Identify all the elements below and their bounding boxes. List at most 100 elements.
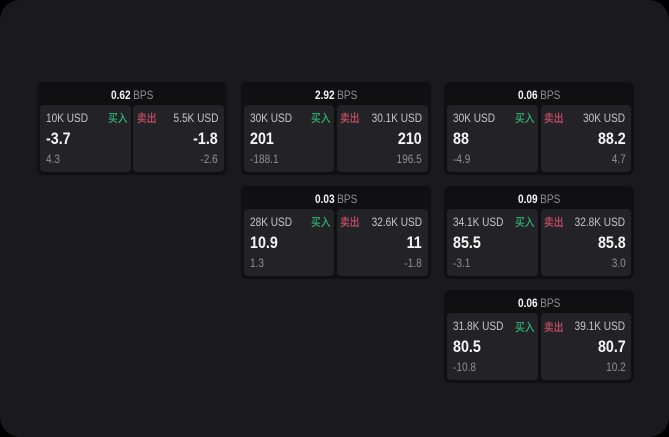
sell-panel-top-row: 卖出 32.6K USD (340, 215, 422, 230)
buy-panel-top-row: 30K USD 买入 (453, 111, 535, 125)
buy-label-glyphs-icon (311, 216, 331, 228)
bps-value: 0.03 (314, 192, 335, 207)
sell-side-label: 卖出 (544, 321, 564, 333)
buy-panel-top-row: 31.8K USD 买入 (453, 319, 535, 334)
quote-panels: 10K USD 买入 -3.7 4.3 卖出 5.5K USD -1.8 -2.… (40, 105, 224, 172)
buy-price: 88 (453, 129, 470, 148)
sell-delta: 3.0 (611, 256, 626, 271)
bps-unit-label: BPS (336, 88, 357, 102)
sell-price: 11 (406, 233, 422, 253)
sell-price: 210 (397, 129, 422, 148)
sell-amount: 5.5K USD (173, 111, 218, 125)
bps-unit-label: BPS (336, 192, 357, 207)
sell-side-label: 卖出 (544, 112, 564, 124)
buy-price: 80.5 (453, 337, 482, 357)
buy-quote-panel[interactable]: 10K USD 买入 -3.7 4.3 (40, 105, 131, 172)
sell-delta: 10.2 (605, 360, 626, 375)
sell-panel-top-row: 卖出 30.1K USD (340, 111, 422, 125)
card-header: 0.03 BPS (244, 189, 428, 209)
buy-label-glyphs-icon (515, 216, 535, 228)
bps-header: 0.03 BPS (315, 189, 357, 209)
buy-amount: 31.8K USD (453, 319, 504, 334)
buy-amount: 28K USD (249, 215, 292, 230)
sell-quote-panel[interactable]: 卖出 32.8K USD 85.8 3.0 (540, 209, 632, 277)
sell-delta: -1.8 (404, 256, 422, 271)
sell-panel-top-row: 卖出 5.5K USD (137, 111, 218, 125)
card-header: 0.09 BPS (447, 189, 631, 209)
buy-side-label: 买入 (311, 112, 331, 124)
buy-delta: -4.9 (453, 152, 471, 166)
buy-price: -3.7 (46, 129, 71, 148)
sell-label-glyphs-icon (341, 216, 359, 228)
buy-quote-panel[interactable]: 30K USD 买入 88 -4.9 (447, 105, 539, 172)
buy-panel-top-row: 10K USD 买入 (46, 111, 128, 125)
sell-quote-panel[interactable]: 卖出 39.1K USD 80.7 10.2 (540, 313, 632, 381)
sell-panel-top-row: 卖出 39.1K USD (544, 319, 625, 333)
sell-delta: -2.6 (200, 152, 218, 166)
bps-header: 0.62 BPS (111, 85, 153, 105)
sell-amount: 32.8K USD (574, 215, 626, 230)
sell-panel-top-row: 卖出 32.8K USD (544, 215, 626, 230)
buy-amount: 30K USD (249, 111, 292, 125)
sell-quote-panel[interactable]: 卖出 30K USD 88.2 4.7 (540, 105, 632, 172)
sell-label-glyphs-icon (544, 216, 563, 228)
card-header: 2.92 BPS (244, 85, 428, 105)
buy-amount: 34.1K USD (453, 215, 504, 230)
sell-price: 85.8 (597, 233, 626, 253)
sell-label-glyphs-icon (544, 112, 563, 124)
bps-value: 2.92 (314, 88, 335, 102)
bps-value: 0.06 (518, 296, 538, 311)
sell-quote-panel[interactable]: 卖出 5.5K USD -1.8 -2.6 (133, 105, 224, 172)
sell-amount: 30K USD (583, 111, 626, 125)
buy-quote-panel[interactable]: 34.1K USD 买入 85.5 -3.1 (447, 209, 539, 277)
buy-delta: 1.3 (249, 256, 264, 271)
bps-value: 0.62 (110, 88, 131, 102)
buy-side-label: 买入 (108, 112, 128, 124)
sell-side-label: 卖出 (544, 216, 564, 228)
buy-amount: 10K USD (46, 111, 89, 125)
sell-quote-panel[interactable]: 卖出 30.1K USD 210 196.5 (336, 105, 428, 172)
sell-side-label: 卖出 (340, 216, 360, 228)
bps-unit-label: BPS (540, 88, 561, 102)
quote-panels: 28K USD 买入 10.9 1.3 卖出 32.6K USD 11 -1.8 (243, 209, 428, 277)
buy-side-label: 买入 (515, 321, 535, 333)
sell-price: 80.7 (597, 337, 626, 357)
sell-amount: 32.6K USD (371, 215, 422, 230)
sell-side-label: 卖出 (340, 112, 360, 124)
buy-quote-panel[interactable]: 28K USD 买入 10.9 1.3 (243, 209, 335, 277)
sell-price: 88.2 (597, 129, 626, 148)
buy-price: 85.5 (453, 233, 482, 253)
sell-label-glyphs-icon (341, 112, 359, 124)
buy-quote-panel[interactable]: 31.8K USD 买入 80.5 -10.8 (447, 313, 539, 381)
buy-panel-top-row: 28K USD 买入 (249, 215, 331, 230)
sell-amount: 30.1K USD (371, 111, 422, 125)
buy-delta: -3.1 (453, 256, 471, 271)
card-header: 0.06 BPS (447, 293, 631, 313)
sell-quote-panel[interactable]: 卖出 32.6K USD 11 -1.8 (336, 209, 428, 277)
buy-side-label: 买入 (311, 216, 331, 228)
buy-price: 201 (249, 129, 274, 148)
buy-amount: 30K USD (453, 111, 496, 125)
bps-header: 0.09 BPS (518, 189, 560, 209)
sell-price: -1.8 (193, 129, 218, 148)
bps-unit-label: BPS (132, 88, 154, 102)
buy-quote-panel[interactable]: 30K USD 买入 201 -188.1 (243, 105, 335, 172)
sell-panel-top-row: 卖出 30K USD (544, 111, 626, 125)
buy-side-label: 买入 (515, 216, 535, 228)
sell-side-label: 卖出 (137, 112, 157, 124)
sell-label-glyphs-icon (137, 112, 156, 124)
quote-panels: 30K USD 买入 88 -4.9 卖出 30K USD 88.2 4.7 (447, 105, 632, 172)
bps-value: 0.09 (518, 192, 538, 207)
buy-label-glyphs-icon (515, 321, 535, 332)
buy-delta: -10.8 (453, 360, 477, 375)
sell-delta: 196.5 (396, 152, 422, 166)
bps-header: 0.06 BPS (518, 293, 560, 313)
buy-label-glyphs-icon (515, 112, 535, 124)
quote-panels: 30K USD 买入 201 -188.1 卖出 30.1K USD 210 1… (243, 105, 428, 172)
card-header: 0.62 BPS (40, 85, 224, 105)
